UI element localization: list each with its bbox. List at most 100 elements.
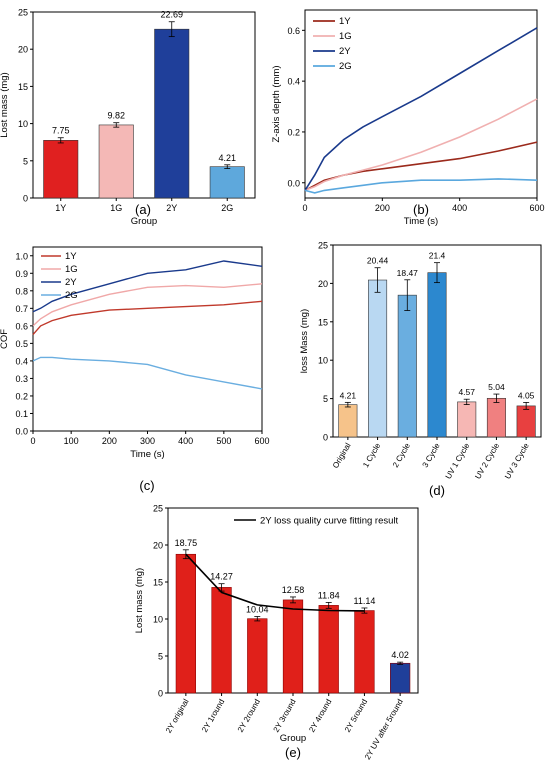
data-label: 11.84 [318,590,340,600]
y-tick-label: 10 [18,119,28,129]
x-tick-label: 0 [302,203,307,213]
data-label: 11.14 [353,596,375,606]
x-tick-label: 2Y 1round [200,698,226,734]
y-tick-label: 0.7 [15,304,28,314]
series-line-2G [304,178,538,194]
data-label: 4.02 [391,650,409,660]
x-tick-label: UV 1 Cycle [444,441,472,481]
bar [486,397,506,438]
series-line-2G [32,356,263,390]
x-tick-label: Original [331,441,353,470]
x-tick-label: 2G [221,203,233,213]
x-tick-label: 400 [452,203,467,213]
y-tick-label: 15 [153,578,163,588]
y-tick-label: 25 [153,504,163,514]
y-tick-label: 0.3 [15,374,28,384]
x-tick-label: 600 [254,436,269,446]
legend-label: 2Y loss quality curve fitting result [260,516,399,527]
y-tick-label: 20 [153,541,163,551]
y-tick-label: 15 [18,82,28,92]
y-axis-label: Lost mass (mg) [0,72,10,137]
x-tick-label: 2Y UV after 5round [363,698,405,762]
legend-label: 1Y [339,16,351,27]
data-label: 5.04 [488,382,505,392]
y-axis-label: COF [0,329,10,349]
x-tick-label: 2Y original [164,697,191,734]
y-tick-label: 25 [18,8,28,18]
data-label: 4.21 [340,390,357,400]
y-tick-label: 0.9 [15,269,28,279]
bar [211,587,232,694]
data-label: 21.4 [429,251,446,261]
bar [368,279,388,438]
data-label: 18.75 [175,538,198,548]
series-line-2Y [304,27,538,191]
x-axis-label: Time (s) [130,449,164,460]
plot-frame-1 [304,9,538,199]
data-label: 12.58 [282,585,305,595]
y-tick-label: 15 [318,317,328,327]
x-tick-label: 600 [529,203,544,213]
y-tick-label: 20 [18,45,28,55]
data-label: 10.04 [246,604,269,614]
data-label: 7.75 [52,126,70,136]
y-tick-label: 0.2 [15,391,28,401]
bar [282,599,304,694]
x-axis-label: Group [131,216,157,227]
series-line-1G [32,283,263,327]
x-tick-label: UV 2 Cycle [473,441,501,481]
legend-label: 1Y [65,251,77,262]
y-axis-label: Z-axis depth (mm) [271,65,282,142]
x-tick-label: 2Y 2round [236,698,262,734]
bar [390,662,411,694]
bar [354,610,375,694]
data-label: 14.27 [210,572,233,582]
legend-label: 1G [65,264,78,275]
y-tick-label: 10 [153,615,163,625]
y-tick-label: 5 [158,652,163,662]
bar [98,124,134,199]
y-tick-label: 0.0 [287,178,300,188]
panel-caption: (e) [285,745,301,760]
y-tick-label: 5 [323,394,328,404]
data-label: 4.21 [218,153,236,163]
data-label: 22.69 [160,10,183,20]
legend-label: 2G [339,61,352,72]
bar [43,140,79,199]
y-tick-label: 0.4 [15,356,28,366]
y-tick-label: 0 [23,194,28,204]
x-tick-label: 2Y [166,203,177,213]
y-tick-label: 0.1 [15,409,28,419]
y-tick-label: 25 [318,241,328,251]
y-tick-label: 0.2 [287,127,300,137]
plot-frame-0 [32,11,256,199]
y-tick-label: 0 [323,433,328,443]
y-tick-label: 5 [23,156,28,166]
data-label: 20.44 [367,256,389,266]
series-line-1Y [304,141,538,192]
bar [516,405,536,438]
y-tick-label: 20 [318,279,328,289]
legend-label: 2G [65,290,78,301]
x-tick-label: 0 [30,436,35,446]
bar [457,401,477,438]
y-tick-label: 0.4 [287,77,300,87]
x-tick-label: 1 Cycle [361,441,382,469]
panel-caption: (c) [139,478,154,493]
y-tick-label: 0.6 [287,26,300,36]
x-tick-label: 200 [102,436,117,446]
bar [397,294,417,438]
x-tick-label: 3 Cycle [421,441,442,469]
data-label: 18.47 [397,268,419,278]
y-tick-label: 10 [318,356,328,366]
panel-caption: (b) [413,202,429,217]
bar [247,618,268,694]
y-axis-label: Lost mass (mg) [134,568,145,633]
panel-caption: (d) [429,483,445,498]
x-tick-label: 300 [140,436,155,446]
bar [338,404,358,438]
x-tick-label: 2Y 3round [272,698,298,734]
x-tick-label: 2 Cycle [391,441,412,469]
data-label: 4.57 [458,387,475,397]
